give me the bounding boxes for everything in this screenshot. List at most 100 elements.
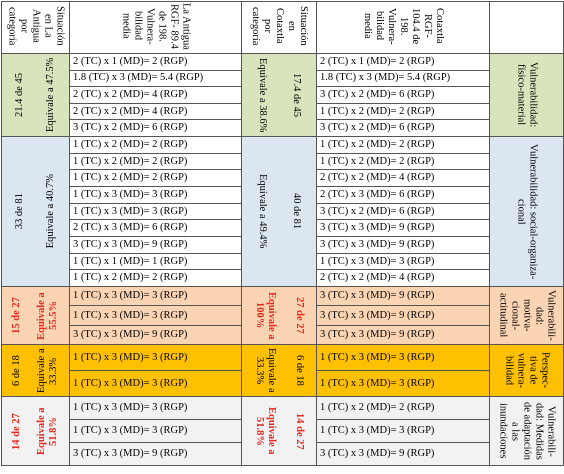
summary-cell: 15 de 27 Equivale a 55.5% <box>1 286 70 346</box>
summary: 27 de 27 Equivale a 100% <box>245 290 313 342</box>
formula-cell: 3 (TC) x 3 (MD)= 9 (RGP) <box>316 324 490 346</box>
header-cell: Situación en La Antigua por categoría <box>1 1 70 54</box>
summary: 14 de 27 Equivale a 51.8% <box>5 400 66 463</box>
formula-cell: 2 (TC) x 1 (MD)= 2 (RGP) <box>69 53 242 71</box>
data-row: 2 (TC) x 2 (MD)= 4 (RGP) 1 (TC) x 2 (MD)=… <box>2 102 564 121</box>
formula-cell: 3 (TC) x 3 (MD)= 9 (RGP) <box>316 442 490 467</box>
vertical-text: 6 de 18 <box>294 355 305 386</box>
formula-cell: 2 (TC) x 3 (MD)= 6 (RGP) <box>316 186 490 204</box>
data-row: 1 (TC) x 2 (MD)= 2 (RGP) 1 (TC) x 2 (MD)=… <box>2 152 564 171</box>
vertical-text: Equivale a 55.5% <box>35 291 59 340</box>
formula-cell: 1 (TC) x 2 (MD)= 2 (RGP) <box>316 102 490 121</box>
data-row: 15 de 27 Equivale a 55.5% 1 (TC) x 3 (MD)=… <box>1 286 564 346</box>
summary: 33 de 81 Equivale a 40.7% <box>5 139 66 283</box>
vertical-text: Equivale a 49.4% <box>257 174 268 249</box>
vertical-text: 17.4 de 45 <box>291 72 302 117</box>
summary-cell: 6 de 18 Equivale a 33.3% <box>1 344 70 398</box>
data-row: 14 de 27 Equivale a 51.8% 1 (TC) x 3 (MD)=… <box>1 396 564 467</box>
vertical-text: 27 de 27 <box>294 297 305 334</box>
summary: 21.4 de 45 Equivale a 47.5% <box>5 56 66 133</box>
vertical-text: 14 de 27 <box>11 412 23 450</box>
vertical-text: Vulnerabili-dad: Medidas de adaptación a… <box>497 402 557 461</box>
vertical-text: Perspec-tiva de vulnera-bilidad <box>503 352 551 389</box>
category-cell: Vulnerabilidad: social-organiza-cional <box>489 135 564 288</box>
formula-cell: 1 (TC) x 2 (MD)= 2 (RGP) <box>69 269 242 288</box>
formula-cell: 2 (TC) x 1 (MD)= 2 (RGP) <box>316 53 490 71</box>
vertical-text: Situación en Cotaxtla por categoría <box>250 6 309 46</box>
summary-cell: 14 de 27 Equivale a 51.8% <box>241 396 317 467</box>
vertical-text: Equivale a 40.7% <box>44 174 56 249</box>
vertical-text: 6 de 18 <box>11 355 23 387</box>
summary-cell: 6 de 18 Equivale a 33.3% <box>241 344 317 398</box>
header-cell <box>489 1 564 54</box>
vertical-text: Equivale a 51.8% <box>254 407 277 455</box>
header-cell: La Antigua RGF- 89.4 de 198. Vulnera-bil… <box>69 1 242 54</box>
data-row: 21.4 de 45 Equivale a 47.5% 2 (TC) x 1 (MD… <box>1 53 564 137</box>
formula-cell: 1 (TC) x 2 (MD)= 2 (RGP) <box>69 152 242 171</box>
category-cell: Vulnerabilidad: físico-material <box>489 53 564 137</box>
formula-cell: 1 (TC) x 3 (MD)= 3 (RGP) <box>316 370 490 398</box>
vertical-text: Equivale a 38.6% <box>257 57 268 133</box>
data-row: 1 (TC) x 3 (MD)= 3 (RGP) 1 (TC) x 3 (MD)=… <box>2 419 564 444</box>
vertical-text: Cotaxtla RGF- 104.4 de 198. Vulnera-bili… <box>362 7 445 45</box>
formula-cell: 1 (TC) x 3 (MD)= 3 (RGP) <box>69 419 242 444</box>
vertical-text: Equivale a 33.3% <box>35 348 59 393</box>
summary: 6 de 18 Equivale a 33.3% <box>245 348 313 394</box>
formula-cell: 1 (TC) x 3 (MD)= 3 (RGP) <box>316 419 490 444</box>
formula-cell: 3 (TC) x 3 (MD)= 9 (RGP) <box>69 442 242 467</box>
formula-cell: 3 (TC) x 2 (MD)= 6 (RGP) <box>69 119 242 137</box>
data-row: 3 (TC) x 2 (MD)= 6 (RGP) 3 (TC) x 2 (MD)=… <box>2 119 564 137</box>
category-cell: Vulnerabili-dad: Medidas de adaptación a… <box>489 396 564 467</box>
summary: 40 de 81 Equivale a 49.4% <box>245 139 313 283</box>
formula-cell: 1.8 (TC) x 3 (MD)= 5.4 (RGP) <box>316 69 490 88</box>
vertical-text: Vulnerabili-dad: motiva-cional-actitudin… <box>497 290 557 341</box>
formula-cell: 3 (TC) x 2 (MD)= 6 (RGP) <box>316 86 490 104</box>
vertical-text: Equivale a 47.5% <box>44 57 56 133</box>
vertical-text: Equivale a 33.3% <box>254 348 277 393</box>
formula-cell: 1 (TC) x 3 (MD)= 3 (RGP) <box>69 370 242 398</box>
vertical-text: La Antigua RGF- 89.4 de 198. Vulnera-bil… <box>120 2 192 50</box>
data-row: 1 (TC) x 2 (MD)= 2 (RGP) 2 (TC) x 2 (MD)=… <box>2 269 564 288</box>
vertical-text: Equivale a 51.8% <box>35 407 59 455</box>
formula-cell: 2 (TC) x 3 (MD)= 6 (RGP) <box>69 219 242 238</box>
formula-cell: 3 (TC) x 2 (MD)= 6 (RGP) <box>316 119 490 137</box>
summary: 6 de 18 Equivale a 33.3% <box>5 348 66 394</box>
formula-cell: 1 (TC) x 1 (MD)= 1 (RGP) <box>69 252 242 271</box>
data-row: 1 (TC) x 3 (MD)= 3 (RGP) 2 (TC) x 3 (MD)=… <box>2 186 564 204</box>
summary: 14 de 27 Equivale a 51.8% <box>245 400 313 463</box>
vertical-text: Equivale a 100% <box>254 291 277 340</box>
formula-cell: 1 (TC) x 2 (MD)= 2 (RGP) <box>69 135 242 154</box>
formula-cell: 2 (TC) x 2 (MD)= 4 (RGP) <box>316 169 490 188</box>
formula-cell: 3 (TC) x 2 (MD)= 6 (RGP) <box>316 202 490 221</box>
formula-cell: 1 (TC) x 3 (MD)= 3 (RGP) <box>69 305 242 326</box>
summary-cell: 40 de 81 Equivale a 49.4% <box>241 135 317 288</box>
formula-cell: 1 (TC) x 3 (MD)= 3 (RGP) <box>69 396 242 421</box>
data-row: 1 (TC) x 3 (MD)= 3 (RGP) 1 (TC) x 3 (MD)=… <box>2 370 564 398</box>
header-cell: Cotaxtla RGF- 104.4 de 198. Vulnera-bili… <box>316 1 490 54</box>
vertical-text: Vulnerabilidad: físico-material <box>515 62 539 128</box>
formula-cell: 2 (TC) x 2 (MD)= 4 (RGP) <box>69 102 242 121</box>
data-row: 1.8 (TC) x 3 (MD)= 5.4 (RGP) 1.8 (TC) x 3… <box>2 69 564 88</box>
data-row: 33 de 81 Equivale a 40.7% 1 (TC) x 2 (MD)=… <box>1 135 564 288</box>
summary-cell: 14 de 27 Equivale a 51.8% <box>1 396 70 467</box>
formula-cell: 1 (TC) x 2 (MD)= 2 (RGP) <box>316 396 490 421</box>
vertical-text: 33 de 81 <box>14 193 26 230</box>
vertical-text: 21.4 de 45 <box>14 72 26 118</box>
data-row: 3 (TC) x 3 (MD)= 9 (RGP) 3 (TC) x 3 (MD)=… <box>2 324 564 346</box>
vertical-text: 40 de 81 <box>291 193 302 230</box>
category-cell: Perspec-tiva de vulnera-bilidad <box>489 344 564 398</box>
formula-cell: 3 (TC) x 3 (MD)= 9 (RGP) <box>316 219 490 238</box>
formula-cell: 1 (TC) x 3 (MD)= 3 (RGP) <box>316 252 490 271</box>
summary-cell: 33 de 81 Equivale a 40.7% <box>1 135 70 288</box>
summary-cell: 21.4 de 45 Equivale a 47.5% <box>1 53 70 137</box>
vertical-text: 14 de 27 <box>294 412 305 450</box>
data-row: 6 de 18 Equivale a 33.3% 1 (TC) x 3 (MD)= … <box>1 344 564 398</box>
header-row: Situación en La Antigua por categoría La … <box>1 1 564 54</box>
formula-cell: 1 (TC) x 3 (MD)= 3 (RGP) <box>69 344 242 372</box>
formula-cell: 1 (TC) x 3 (MD)= 3 (RGP) <box>69 286 242 307</box>
data-row: 3 (TC) x 3 (MD)= 9 (RGP) 3 (TC) x 3 (MD)=… <box>2 236 564 254</box>
formula-cell: 3 (TC) x 3 (MD)= 9 (RGP) <box>316 286 490 307</box>
formula-cell: 3 (TC) x 3 (MD)= 9 (RGP) <box>69 324 242 346</box>
formula-cell: 1 (TC) x 3 (MD)= 3 (RGP) <box>316 344 490 372</box>
formula-cell: 1 (TC) x 3 (MD)= 3 (RGP) <box>69 202 242 221</box>
